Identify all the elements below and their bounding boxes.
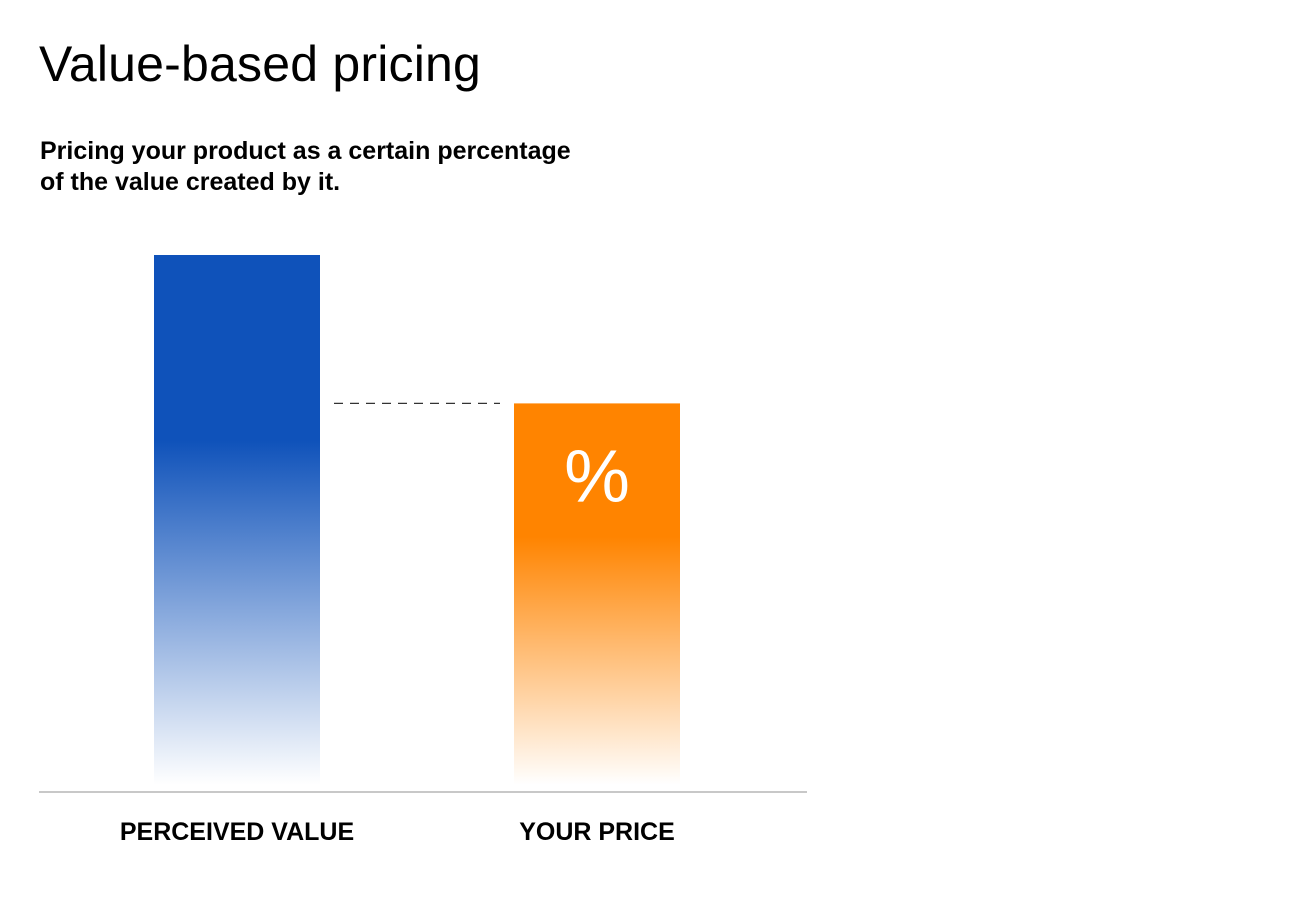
bar-perceived-value [154, 255, 320, 785]
chart-subtitle: Pricing your product as a certain percen… [40, 137, 571, 196]
category-label-your-price: YOUR PRICE [519, 818, 675, 846]
category-label-perceived-value: PERCEIVED VALUE [120, 818, 354, 846]
chart-title: Value-based pricing [39, 36, 482, 92]
bar-your-price [514, 403, 680, 785]
percent-annotation: % [564, 434, 630, 517]
